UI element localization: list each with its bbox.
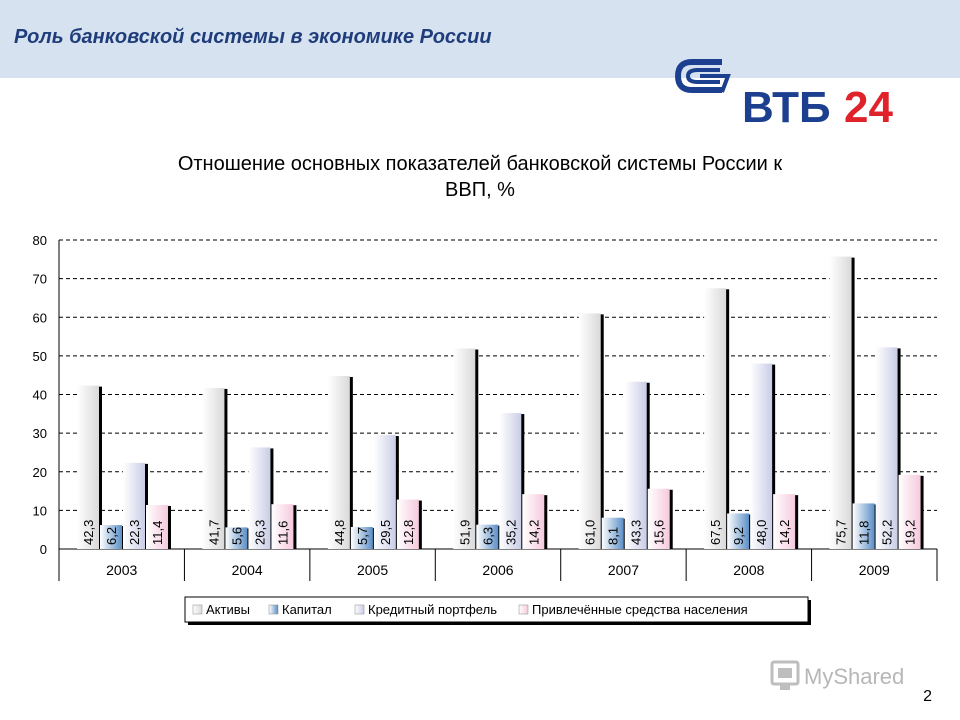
bar bbox=[499, 413, 522, 549]
legend-label: Капитал bbox=[282, 602, 332, 617]
data-label: 19,2 bbox=[903, 520, 918, 545]
data-label: 11,4 bbox=[150, 521, 165, 545]
data-label: 11,6 bbox=[275, 521, 290, 545]
data-label: 5,6 bbox=[229, 527, 244, 545]
bar bbox=[704, 288, 727, 549]
bar bbox=[248, 447, 271, 549]
bar bbox=[647, 488, 670, 549]
bar bbox=[77, 385, 99, 549]
y-tick-label: 50 bbox=[33, 349, 47, 364]
data-label: 48,0 bbox=[754, 520, 769, 545]
page-title: Роль банковской системы в экономике Росс… bbox=[14, 26, 492, 48]
watermark-text: MySharеd bbox=[804, 664, 904, 689]
bar bbox=[373, 435, 396, 549]
data-label: 14,2 bbox=[526, 520, 541, 545]
data-label: 67,5 bbox=[708, 520, 723, 545]
data-label: 15,6 bbox=[652, 520, 667, 545]
bar bbox=[624, 381, 647, 549]
y-tick-label: 0 bbox=[40, 542, 47, 557]
bar bbox=[327, 375, 350, 549]
data-label: 8,1 bbox=[606, 527, 621, 545]
legend-label: Активы bbox=[206, 602, 250, 617]
bar bbox=[875, 347, 898, 549]
data-label: 12,8 bbox=[401, 520, 416, 545]
data-label: 5,7 bbox=[355, 527, 370, 545]
vtb-logo-emblem bbox=[674, 59, 731, 93]
legend-swatch bbox=[268, 604, 279, 615]
logo-text-24: 24 bbox=[844, 83, 893, 132]
bar bbox=[578, 313, 601, 549]
logo-text-vtb: ВТБ bbox=[742, 83, 831, 132]
data-label: 52,2 bbox=[880, 520, 895, 545]
bar bbox=[123, 462, 145, 549]
y-tick-label: 20 bbox=[33, 465, 47, 480]
x-tick-label: 2009 bbox=[859, 562, 890, 578]
data-label: 26,3 bbox=[252, 520, 267, 545]
bar bbox=[773, 494, 796, 549]
x-tick-label: 2003 bbox=[106, 562, 137, 578]
legend-swatch bbox=[354, 604, 365, 615]
data-label: 42,3 bbox=[81, 520, 96, 545]
data-label: 9,2 bbox=[731, 527, 746, 545]
page-number: 2 bbox=[923, 688, 932, 705]
data-label: 35,2 bbox=[503, 520, 518, 545]
data-label: 6,3 bbox=[480, 527, 495, 545]
watermark-icon bbox=[770, 660, 800, 690]
x-tick-label: 2004 bbox=[232, 562, 263, 578]
data-label: 41,7 bbox=[206, 520, 221, 545]
bar bbox=[146, 504, 168, 549]
legend-label: Привлечённые средства населения bbox=[532, 602, 748, 617]
bar bbox=[852, 503, 875, 549]
y-tick-label: 60 bbox=[33, 310, 47, 325]
vtb24-logo: ВТБ 24 bbox=[674, 59, 893, 132]
x-tick-label: 2008 bbox=[733, 562, 764, 578]
legend-box bbox=[184, 596, 809, 623]
data-label: 75,7 bbox=[834, 520, 849, 545]
data-label: 14,2 bbox=[777, 520, 792, 545]
x-tick-label: 2007 bbox=[608, 562, 639, 578]
data-label: 61,0 bbox=[583, 520, 598, 545]
header-band bbox=[0, 0, 960, 78]
bar bbox=[271, 504, 294, 549]
bar bbox=[898, 474, 921, 549]
bar bbox=[601, 517, 624, 549]
y-tick-label: 70 bbox=[33, 272, 47, 287]
y-tick-label: 30 bbox=[33, 426, 47, 441]
bar bbox=[350, 526, 373, 549]
data-label: 43,3 bbox=[629, 520, 644, 545]
y-tick-label: 10 bbox=[33, 503, 47, 518]
legend-swatch bbox=[192, 604, 203, 615]
chart-title-line-1: Отношение основных показателей банковско… bbox=[178, 153, 783, 175]
data-label: 29,5 bbox=[378, 520, 393, 545]
data-label: 11,8 bbox=[857, 521, 872, 545]
bar bbox=[100, 525, 122, 549]
legend-swatch bbox=[518, 604, 529, 615]
y-tick-label: 40 bbox=[33, 388, 47, 403]
x-tick-label: 2006 bbox=[482, 562, 513, 578]
x-tick-label: 2005 bbox=[357, 562, 388, 578]
bar bbox=[453, 348, 476, 549]
bar bbox=[750, 363, 773, 549]
myshared-watermark: MySharеd bbox=[770, 660, 904, 690]
data-label: 44,8 bbox=[332, 520, 347, 545]
bar bbox=[202, 387, 225, 549]
bar bbox=[829, 256, 852, 549]
data-label: 22,3 bbox=[127, 520, 142, 545]
bar bbox=[727, 513, 750, 549]
y-tick-label: 80 bbox=[33, 233, 47, 248]
legend-label: Кредитный портфель bbox=[368, 602, 497, 617]
data-label: 51,9 bbox=[457, 520, 472, 545]
bar bbox=[396, 499, 419, 549]
data-label: 6,2 bbox=[104, 527, 119, 545]
bar bbox=[522, 494, 545, 549]
bar bbox=[476, 524, 499, 549]
bar bbox=[225, 527, 248, 549]
chart-title-line-2: ВВП, % bbox=[445, 179, 515, 201]
